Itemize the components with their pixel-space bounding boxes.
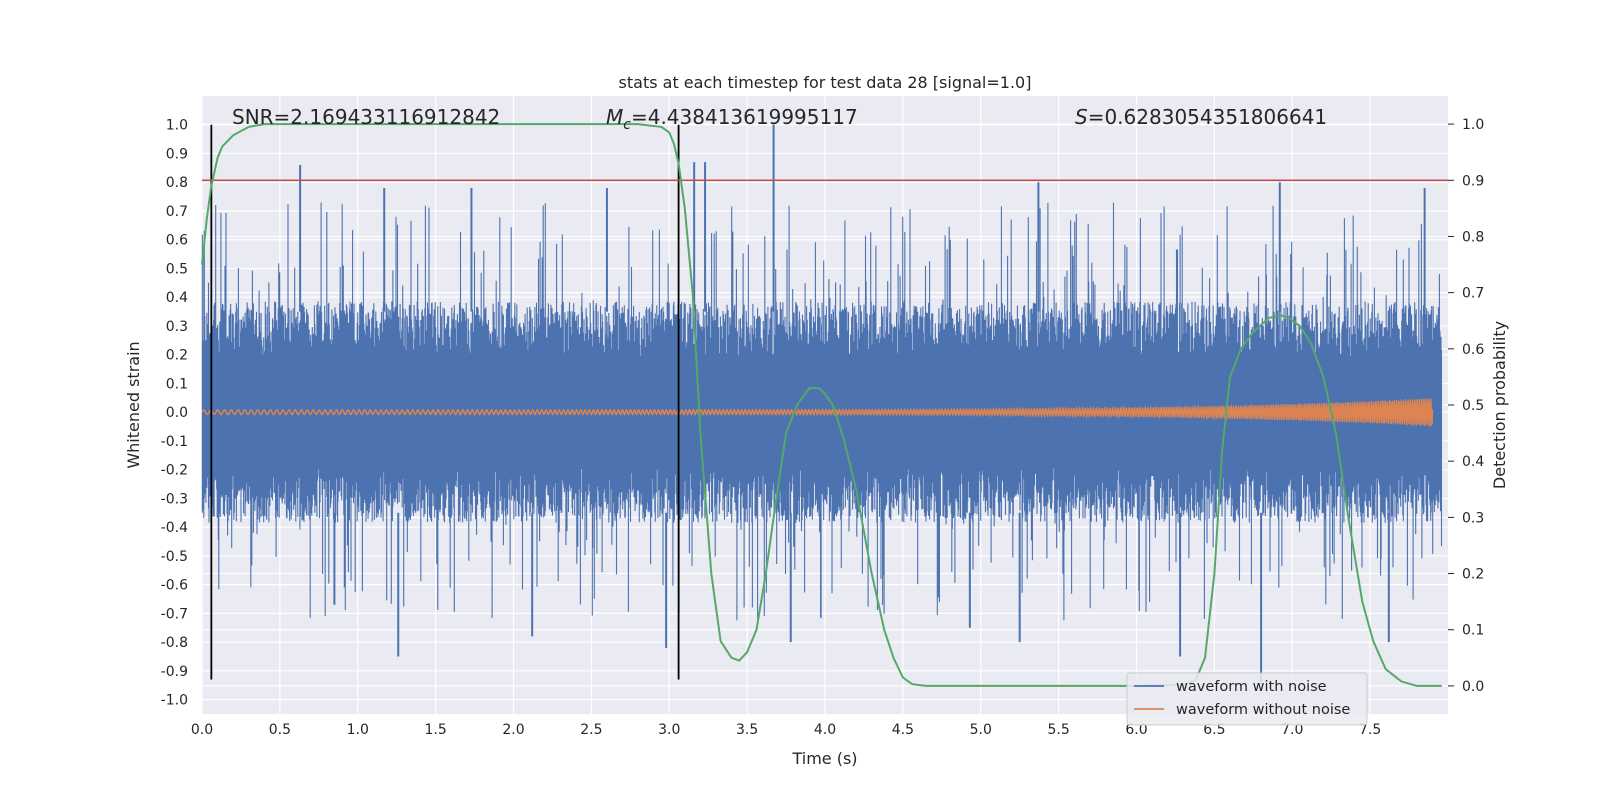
y-tick-label-left: 0.9 <box>166 146 188 162</box>
vertical-markers <box>210 124 680 680</box>
legend-box <box>1126 672 1368 726</box>
y-tick-label-left: -0.3 <box>161 491 188 507</box>
x-tick-label: 4.0 <box>814 722 836 738</box>
x-tick-label: 2.5 <box>580 722 602 738</box>
y-tick-label-left: 0.8 <box>166 175 188 191</box>
y-tick-label-right: 0.1 <box>1462 623 1484 639</box>
chirp-mass-subscript: c <box>623 117 631 133</box>
snr-annotation: SNR=2.169433116912842 <box>232 105 500 129</box>
x-tick-label: 0.0 <box>191 722 213 738</box>
clean-chirp-line <box>201 398 1434 427</box>
y-tick-label-left: 0.7 <box>166 204 188 220</box>
x-axis-label: Time (s) <box>791 749 857 768</box>
detection-probability-line <box>201 123 1442 687</box>
y-tick-label-left: 0.4 <box>166 290 188 306</box>
y-tick-label-right: 1.0 <box>1462 117 1484 133</box>
y-tick-label-right: 0.6 <box>1462 342 1484 358</box>
y-tick-label-left: -0.8 <box>161 635 188 651</box>
y-tick-label-left: 0.6 <box>166 233 188 249</box>
y-tick-label-right: 0.0 <box>1462 679 1484 695</box>
chirp-mass-symbol: M <box>606 105 623 129</box>
x-tick-label: 5.0 <box>970 722 992 738</box>
x-tick-label: 7.5 <box>1359 722 1381 738</box>
y-tick-label-left: -0.4 <box>161 520 188 536</box>
score-symbol: S <box>1075 105 1088 129</box>
y-tick-label-right: 0.9 <box>1462 173 1484 189</box>
x-tick-label: 6.0 <box>1125 722 1147 738</box>
y-tick-label-right: 0.4 <box>1462 454 1484 470</box>
x-tick-label: 3.5 <box>736 722 758 738</box>
legend-label-noise: waveform with noise <box>1176 679 1327 695</box>
chirp-mass-annotation: Mc=4.438413619995117 <box>606 105 858 133</box>
y-tick-label-right: 0.2 <box>1462 567 1484 583</box>
y-tick-label-right: 0.3 <box>1462 510 1484 526</box>
x-tick-label: 5.5 <box>1047 722 1069 738</box>
y-axis-label-left: Whitened strain <box>124 341 143 468</box>
waveform-without-noise-series <box>201 398 1434 427</box>
y-tick-label-left: -0.6 <box>161 578 188 594</box>
score-annotation: S=0.6283054351806641 <box>1075 105 1327 129</box>
y-tick-label-left: 1.0 <box>166 118 188 134</box>
y-tick-label-left: -0.9 <box>161 664 188 680</box>
x-tick-label: 3.0 <box>658 722 680 738</box>
x-tick-label: 6.5 <box>1203 722 1225 738</box>
x-tick-label: 2.0 <box>502 722 524 738</box>
legend-label-clean: waveform without noise <box>1176 702 1350 718</box>
y-tick-label-left: -0.1 <box>161 434 188 450</box>
axis-ticks: 0.0 0.5 1.0 1.5 2.0 2.5 3.0 3.5 4.0 4.5 5.0 5.5 6.0 6… <box>161 117 1485 738</box>
x-tick-label: 0.5 <box>269 722 291 738</box>
y-tick-label-left: -1.0 <box>161 693 188 709</box>
x-tick-label: 1.5 <box>424 722 446 738</box>
y-tick-label-left: 0.3 <box>166 319 188 335</box>
y-tick-label-left: 0.5 <box>166 261 188 277</box>
y-tick-label-left: -0.7 <box>161 606 188 622</box>
y-tick-label-left: -0.5 <box>161 549 188 565</box>
x-tick-label: 4.5 <box>892 722 914 738</box>
score-value: =0.6283054351806641 <box>1088 105 1327 129</box>
y-tick-label-left: 0.2 <box>166 348 188 364</box>
y-tick-label-left: -0.2 <box>161 463 188 479</box>
y-tick-label-right: 0.8 <box>1462 229 1484 245</box>
y-tick-label-left: 0.0 <box>166 405 188 421</box>
y-tick-label-left: 0.1 <box>166 376 188 392</box>
chart-title: stats at each timestep for test data 28 … <box>619 73 1032 92</box>
x-tick-label: 7.0 <box>1281 722 1303 738</box>
x-tick-label: 1.0 <box>347 722 369 738</box>
detection-probability-series <box>201 123 1448 687</box>
y-tick-label-right: 0.7 <box>1462 286 1484 302</box>
y-axis-label-right: Detection probability <box>1490 321 1509 489</box>
chirp-mass-value: =4.438413619995117 <box>631 105 858 129</box>
y-tick-label-right: 0.5 <box>1462 398 1484 414</box>
legend: waveform with noise waveform without noi… <box>1126 672 1368 726</box>
